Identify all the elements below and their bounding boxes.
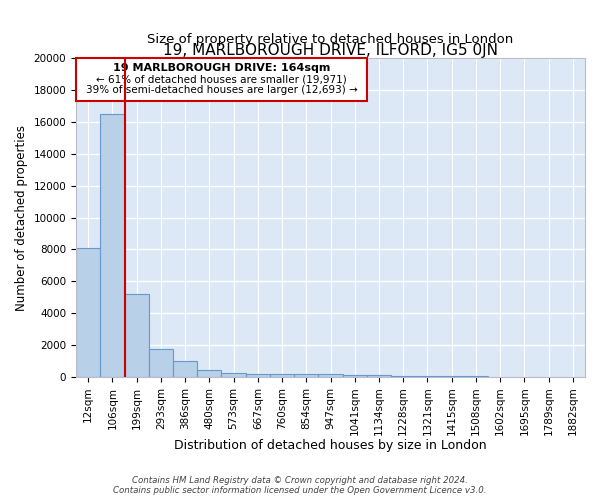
Text: ← 61% of detached houses are smaller (19,971): ← 61% of detached houses are smaller (19… — [96, 74, 347, 84]
Bar — [125, 294, 149, 377]
Bar — [76, 248, 100, 377]
Bar — [343, 375, 367, 377]
FancyBboxPatch shape — [76, 58, 367, 102]
Bar — [440, 376, 464, 377]
Bar — [221, 373, 245, 377]
Bar — [415, 376, 440, 377]
Y-axis label: Number of detached properties: Number of detached properties — [15, 124, 28, 310]
Text: Size of property relative to detached houses in London: Size of property relative to detached ho… — [148, 32, 514, 46]
Bar — [391, 376, 415, 377]
Bar — [245, 374, 270, 377]
Bar — [149, 349, 173, 377]
Bar — [173, 361, 197, 377]
Text: Contains HM Land Registry data © Crown copyright and database right 2024.
Contai: Contains HM Land Registry data © Crown c… — [113, 476, 487, 495]
Text: 19 MARLBOROUGH DRIVE: 164sqm: 19 MARLBOROUGH DRIVE: 164sqm — [113, 63, 330, 73]
Bar — [294, 374, 319, 377]
Title: 19, MARLBOROUGH DRIVE, ILFORD, IG5 0JN: 19, MARLBOROUGH DRIVE, ILFORD, IG5 0JN — [163, 44, 498, 59]
Bar — [270, 374, 294, 377]
Text: 39% of semi-detached houses are larger (12,693) →: 39% of semi-detached houses are larger (… — [86, 85, 358, 95]
X-axis label: Distribution of detached houses by size in London: Distribution of detached houses by size … — [174, 440, 487, 452]
Bar — [100, 114, 125, 377]
Bar — [197, 370, 221, 377]
Bar — [319, 374, 343, 377]
Bar — [367, 375, 391, 377]
